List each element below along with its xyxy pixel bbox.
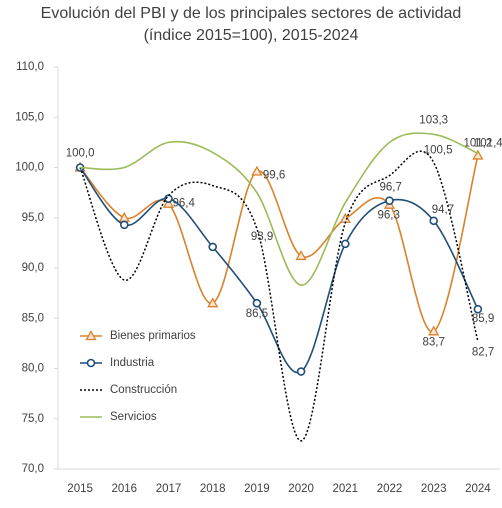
point	[472, 149, 484, 160]
data-label: 86,5	[246, 308, 268, 320]
point	[118, 211, 130, 222]
y-tick-label: 95,0	[22, 212, 44, 224]
point	[252, 298, 262, 308]
legend-label: Servicios	[110, 411, 157, 423]
point	[295, 250, 307, 261]
legend-label: Bienes primarios	[110, 330, 196, 342]
x-tick-label: 2023	[421, 483, 447, 495]
point	[164, 194, 173, 203]
chart-title: Evolución del PBI y de los principales s…	[41, 5, 462, 22]
series-line	[80, 132, 479, 286]
legend-label: Industria	[110, 357, 155, 369]
data-label: 82,7	[472, 346, 494, 358]
series-line	[79, 155, 479, 333]
point	[428, 325, 440, 336]
x-tick-label: 2024	[465, 483, 491, 495]
data-label: 93,9	[251, 231, 273, 243]
point	[251, 165, 263, 176]
x-tick-label: 2017	[156, 483, 182, 495]
point	[296, 367, 306, 376]
point	[385, 196, 394, 205]
x-tick-label: 2018	[200, 483, 226, 495]
legend-marker	[85, 330, 97, 341]
chart-subtitle: (índice 2015=100), 2015-2024	[144, 27, 359, 44]
x-tick-label: 2015	[67, 483, 93, 495]
data-label: 96,7	[380, 182, 402, 194]
data-label: 85,9	[472, 313, 494, 325]
x-tick-label: 2019	[244, 483, 270, 495]
series-line	[79, 150, 479, 442]
point	[207, 297, 219, 308]
data-label: 100,0	[66, 148, 95, 160]
data-label: 99,6	[263, 170, 285, 182]
x-tick-label: 2016	[112, 483, 138, 495]
y-tick-label: 90,0	[22, 262, 44, 274]
point	[429, 216, 439, 226]
y-tick-label: 80,0	[22, 363, 44, 375]
x-tick-label: 2020	[288, 483, 314, 495]
y-tick-label: 70,0	[22, 463, 44, 475]
y-tick-label: 105,0	[15, 111, 44, 123]
legend-label: Construcción	[110, 384, 177, 396]
data-label: 101,4	[474, 137, 502, 149]
y-tick-label: 85,0	[22, 312, 44, 324]
x-tick-label: 2021	[333, 483, 359, 495]
series-line	[79, 167, 479, 374]
data-label: 100,5	[424, 145, 453, 157]
data-label: 94,7	[432, 204, 454, 216]
y-tick-label: 110,0	[16, 61, 44, 73]
data-label: 96,3	[378, 210, 400, 222]
legend-marker	[86, 358, 96, 368]
point	[208, 242, 217, 252]
data-label: 83,7	[423, 336, 445, 348]
y-tick-label: 100,0	[15, 162, 44, 174]
point	[340, 239, 350, 249]
point	[162, 197, 175, 208]
y-tick-label: 75,0	[22, 413, 44, 425]
data-label: 96,4	[173, 198, 196, 210]
data-label: 101,2	[464, 137, 493, 149]
data-label: 103,3	[419, 114, 448, 126]
x-tick-label: 2022	[377, 483, 403, 495]
point	[473, 304, 483, 314]
point	[120, 220, 129, 230]
